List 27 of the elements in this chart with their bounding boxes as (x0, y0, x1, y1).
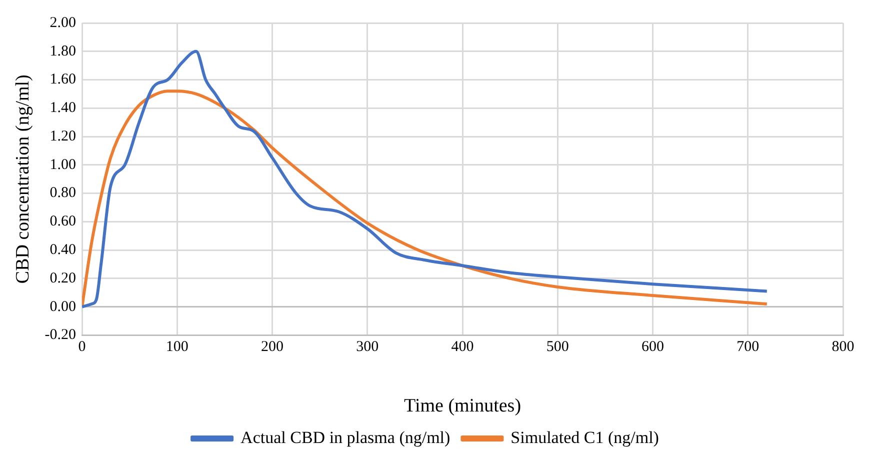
y-tick-label: 0.20 (50, 270, 76, 286)
line-series (82, 90, 768, 308)
y-axis-title: CBD concentration (ng/ml) (12, 74, 34, 284)
x-tick-label: 800 (832, 339, 854, 356)
y-tick-label: -0.20 (44, 327, 76, 344)
x-tick-label: 200 (261, 339, 284, 356)
y-tick-label: 0.00 (50, 298, 76, 315)
y-tick-label: 1.60 (50, 72, 76, 88)
y-tick-label: 0.80 (50, 185, 76, 202)
legend-label: Simulated C1 (ng/ml) (510, 428, 659, 447)
x-tick-label: 500 (546, 339, 569, 356)
x-tick-label: 600 (642, 339, 664, 356)
x-tick-label: 700 (736, 339, 760, 356)
x-tick-label: 300 (356, 339, 379, 356)
y-tick-label: 1.20 (50, 128, 76, 144)
y-tick-label: 1.40 (50, 100, 76, 116)
y-tick-label: 2.00 (50, 14, 76, 31)
legend-label: Actual CBD in plasma (ng/ml) (240, 428, 450, 447)
y-tick-label: 0.40 (50, 242, 76, 258)
x-tick-label: 0 (78, 339, 86, 356)
line-series (82, 50, 768, 308)
x-tick-label: 100 (166, 339, 188, 356)
y-tick-label: 1.80 (50, 43, 76, 60)
x-axis-title: Time (minutes) (404, 396, 522, 417)
y-tick-label: 0.60 (50, 214, 76, 230)
y-tick-label: 1.00 (50, 156, 76, 173)
x-tick-label: 400 (451, 339, 474, 356)
